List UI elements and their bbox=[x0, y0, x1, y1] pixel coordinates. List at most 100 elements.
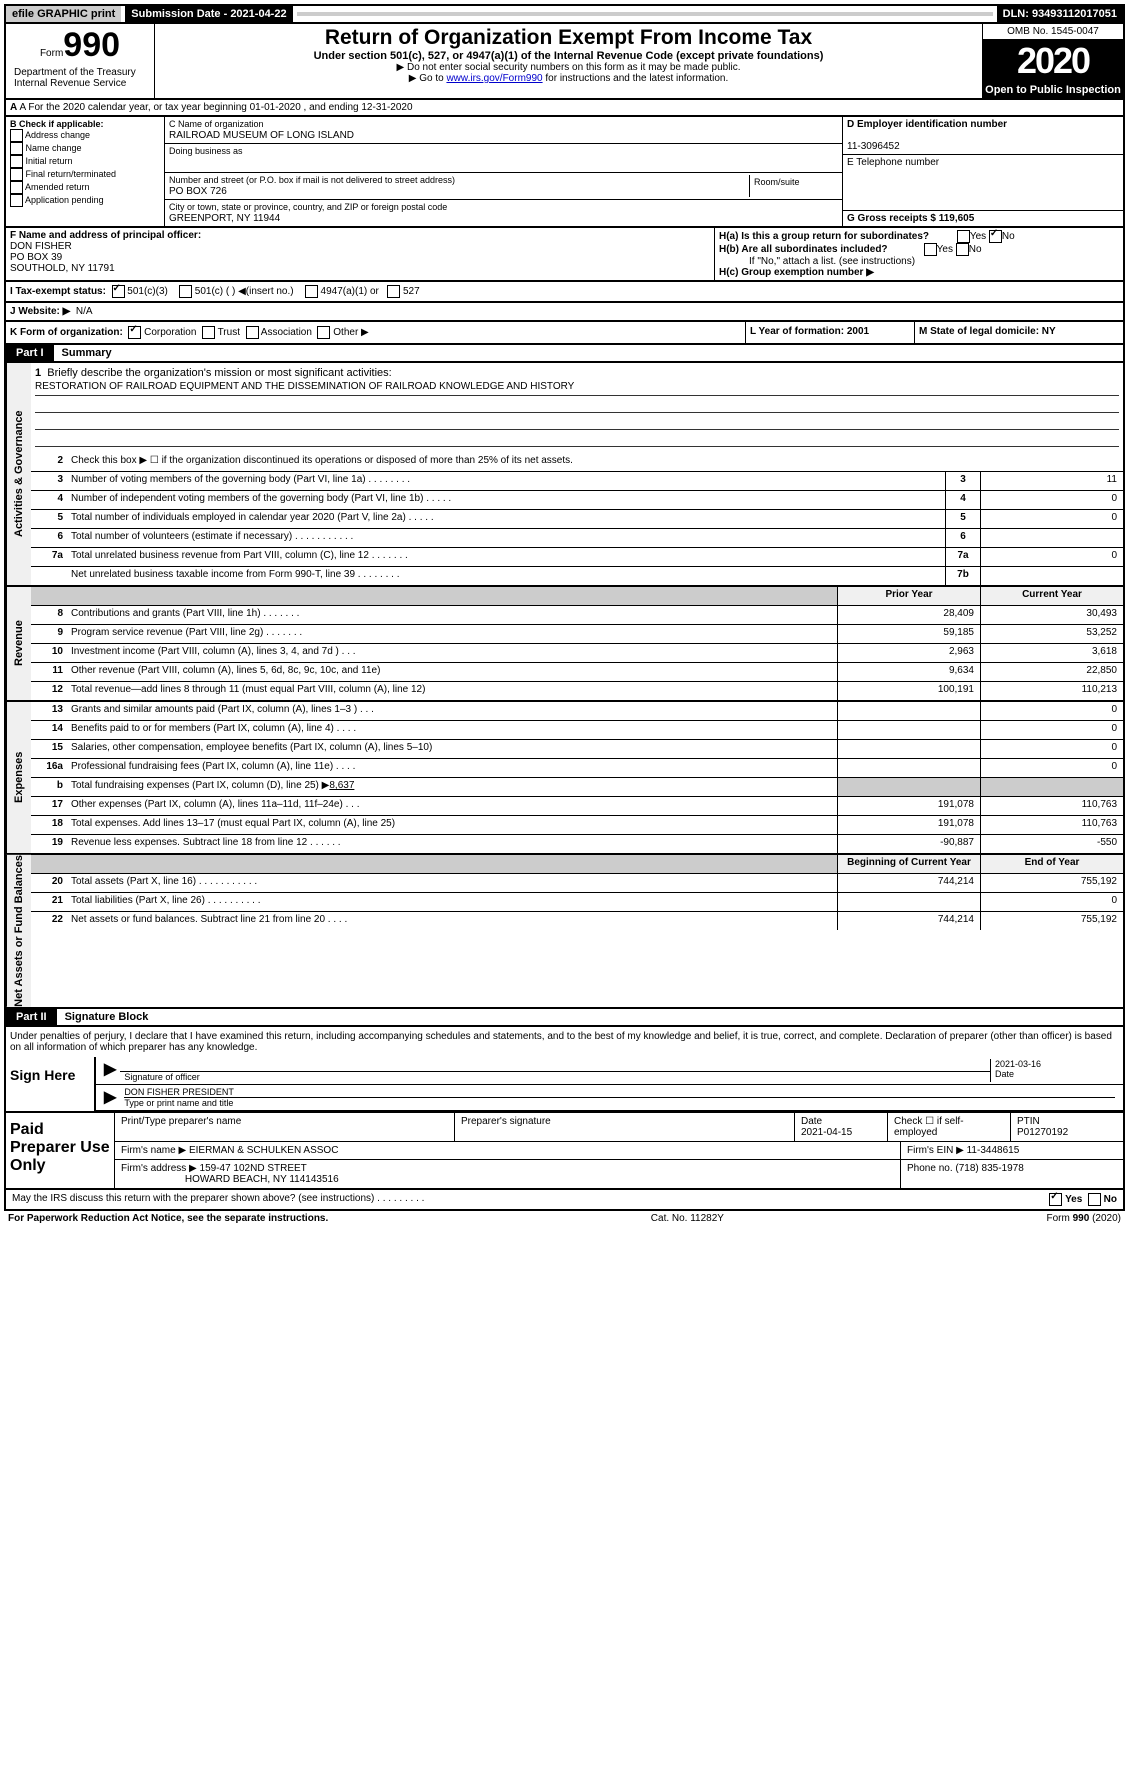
v7b bbox=[980, 567, 1123, 585]
checkbox-name-change[interactable] bbox=[10, 142, 23, 155]
ha-yes[interactable] bbox=[957, 230, 970, 243]
signature-block: Under penalties of perjury, I declare th… bbox=[4, 1027, 1125, 1113]
org-corp[interactable] bbox=[128, 326, 141, 339]
checkbox-initial-return[interactable] bbox=[10, 155, 23, 168]
irs-link[interactable]: www.irs.gov/Form990 bbox=[446, 73, 542, 84]
l22: Net assets or fund balances. Subtract li… bbox=[67, 912, 837, 930]
prior-year-head: Prior Year bbox=[837, 587, 980, 605]
org-trust[interactable] bbox=[202, 326, 215, 339]
status-501c[interactable] bbox=[179, 285, 192, 298]
firm-phone: (718) 835-1978 bbox=[955, 1163, 1023, 1174]
officer-name: DON FISHER bbox=[10, 241, 72, 252]
row-k: K Form of organization: Corporation Trus… bbox=[4, 322, 1125, 345]
sign-here-label: Sign Here bbox=[6, 1057, 96, 1111]
expenses-section: Expenses 13Grants and similar amounts pa… bbox=[4, 702, 1125, 855]
col-h-group: H(a) Is this a group return for subordin… bbox=[715, 228, 1123, 280]
l8: Contributions and grants (Part VIII, lin… bbox=[67, 606, 837, 624]
status-527[interactable] bbox=[387, 285, 400, 298]
firm-addr: 159-47 102ND STREET bbox=[200, 1163, 307, 1174]
discuss-row: May the IRS discuss this return with the… bbox=[4, 1190, 1125, 1211]
l19: Revenue less expenses. Subtract line 18 … bbox=[67, 835, 837, 853]
cat-no: Cat. No. 11282Y bbox=[651, 1213, 724, 1224]
row-i: I Tax-exempt status: 501(c)(3) 501(c) ( … bbox=[4, 282, 1125, 303]
website: N/A bbox=[76, 306, 93, 317]
l12: Total revenue—add lines 8 through 11 (mu… bbox=[67, 682, 837, 700]
org-name: RAILROAD MUSEUM OF LONG ISLAND bbox=[169, 130, 354, 141]
v3: 11 bbox=[980, 472, 1123, 490]
section-bcd: B Check if applicable: Address change Na… bbox=[4, 117, 1125, 228]
part2-header: Part II Signature Block bbox=[4, 1009, 1125, 1027]
ein: 11-3096452 bbox=[847, 141, 900, 152]
status-501c3[interactable] bbox=[112, 285, 125, 298]
current-year-head: Current Year bbox=[980, 587, 1123, 605]
row-fh: F Name and address of principal officer:… bbox=[4, 228, 1125, 282]
top-bar: efile GRAPHIC print Submission Date - 20… bbox=[4, 4, 1125, 24]
discuss-no[interactable] bbox=[1088, 1193, 1101, 1206]
v7a: 0 bbox=[980, 548, 1123, 566]
side-expenses: Expenses bbox=[6, 702, 31, 853]
addr: PO BOX 726 bbox=[169, 186, 227, 197]
row-a-tax-year: A A For the 2020 calendar year, or tax y… bbox=[4, 100, 1125, 117]
l6: Total number of volunteers (estimate if … bbox=[67, 529, 945, 547]
v4: 0 bbox=[980, 491, 1123, 509]
firm-name: EIERMAN & SCHULKEN ASSOC bbox=[189, 1145, 338, 1156]
status-4947[interactable] bbox=[305, 285, 318, 298]
ptin: P01270192 bbox=[1017, 1127, 1068, 1138]
officer-addr1: PO BOX 39 bbox=[10, 252, 62, 263]
spacer bbox=[297, 12, 993, 16]
state-domicile: M State of legal domicile: NY bbox=[914, 322, 1123, 343]
main-title: Return of Organization Exempt From Incom… bbox=[159, 26, 978, 50]
arrow-icon: ▶ bbox=[100, 1087, 120, 1108]
part1-header: Part I Summary bbox=[4, 345, 1125, 363]
hb-no[interactable] bbox=[956, 243, 969, 256]
dln: DLN: 93493112017051 bbox=[997, 6, 1123, 22]
sig-officer-label: Signature of officer bbox=[124, 1072, 199, 1082]
discuss-yes[interactable] bbox=[1049, 1193, 1062, 1206]
l7a: Total unrelated business revenue from Pa… bbox=[67, 548, 945, 566]
l13: Grants and similar amounts paid (Part IX… bbox=[67, 702, 837, 720]
l2: Check this box ▶ ☐ if the organization d… bbox=[67, 453, 1123, 471]
end-year-head: End of Year bbox=[980, 855, 1123, 873]
org-other[interactable] bbox=[317, 326, 330, 339]
officer-print-name: DON FISHER PRESIDENT bbox=[124, 1087, 234, 1097]
side-governance: Activities & Governance bbox=[6, 363, 31, 585]
l10: Investment income (Part VIII, column (A)… bbox=[67, 644, 837, 662]
form-footer: Form 990 (2020) bbox=[1047, 1213, 1121, 1224]
governance-section: Activities & Governance 1 Briefly descri… bbox=[4, 363, 1125, 587]
checkbox-amended[interactable] bbox=[10, 181, 23, 194]
org-name-label: C Name of organization bbox=[169, 119, 264, 129]
l4: Number of independent voting members of … bbox=[67, 491, 945, 509]
city-label: City or town, state or province, country… bbox=[169, 202, 447, 212]
form-number: 990 bbox=[63, 26, 120, 64]
hb-yes[interactable] bbox=[924, 243, 937, 256]
subtitle-2: ▶ Do not enter social security numbers o… bbox=[159, 62, 978, 73]
perjury-text: Under penalties of perjury, I declare th… bbox=[6, 1027, 1123, 1057]
col-de: D Employer identification number 11-3096… bbox=[842, 117, 1123, 226]
tax-year: 2020 bbox=[983, 40, 1123, 82]
checkbox-address-change[interactable] bbox=[10, 129, 23, 142]
subtitle-1: Under section 501(c), 527, or 4947(a)(1)… bbox=[159, 50, 978, 62]
paperwork-notice: For Paperwork Reduction Act Notice, see … bbox=[8, 1213, 328, 1224]
room-label: Room/suite bbox=[754, 177, 800, 187]
l9: Program service revenue (Part VIII, line… bbox=[67, 625, 837, 643]
l14: Benefits paid to or for members (Part IX… bbox=[67, 721, 837, 739]
officer-addr2: SOUTHOLD, NY 11791 bbox=[10, 263, 115, 274]
l21: Total liabilities (Part X, line 26) . . … bbox=[67, 893, 837, 911]
revenue-section: Revenue Prior YearCurrent Year 8Contribu… bbox=[4, 587, 1125, 702]
col-f-officer: F Name and address of principal officer:… bbox=[6, 228, 715, 280]
title-box: Return of Organization Exempt From Incom… bbox=[155, 24, 982, 98]
l18: Total expenses. Add lines 13–17 (must eq… bbox=[67, 816, 837, 834]
checkbox-final-return[interactable] bbox=[10, 168, 23, 181]
submission-date: Submission Date - 2021-04-22 bbox=[125, 6, 292, 22]
begin-year-head: Beginning of Current Year bbox=[837, 855, 980, 873]
l7b: Net unrelated business taxable income fr… bbox=[67, 567, 945, 585]
sig-date: 2021-03-16 bbox=[995, 1059, 1041, 1069]
efile-button[interactable]: efile GRAPHIC print bbox=[6, 6, 121, 22]
open-to-public: Open to Public Inspection bbox=[983, 82, 1123, 98]
arrow-icon: ▶ bbox=[100, 1059, 120, 1082]
checkbox-application-pending[interactable] bbox=[10, 194, 23, 207]
org-assoc[interactable] bbox=[246, 326, 259, 339]
ha-no[interactable] bbox=[989, 230, 1002, 243]
net-assets-section: Net Assets or Fund Balances Beginning of… bbox=[4, 855, 1125, 1009]
dba-label: Doing business as bbox=[169, 146, 243, 156]
